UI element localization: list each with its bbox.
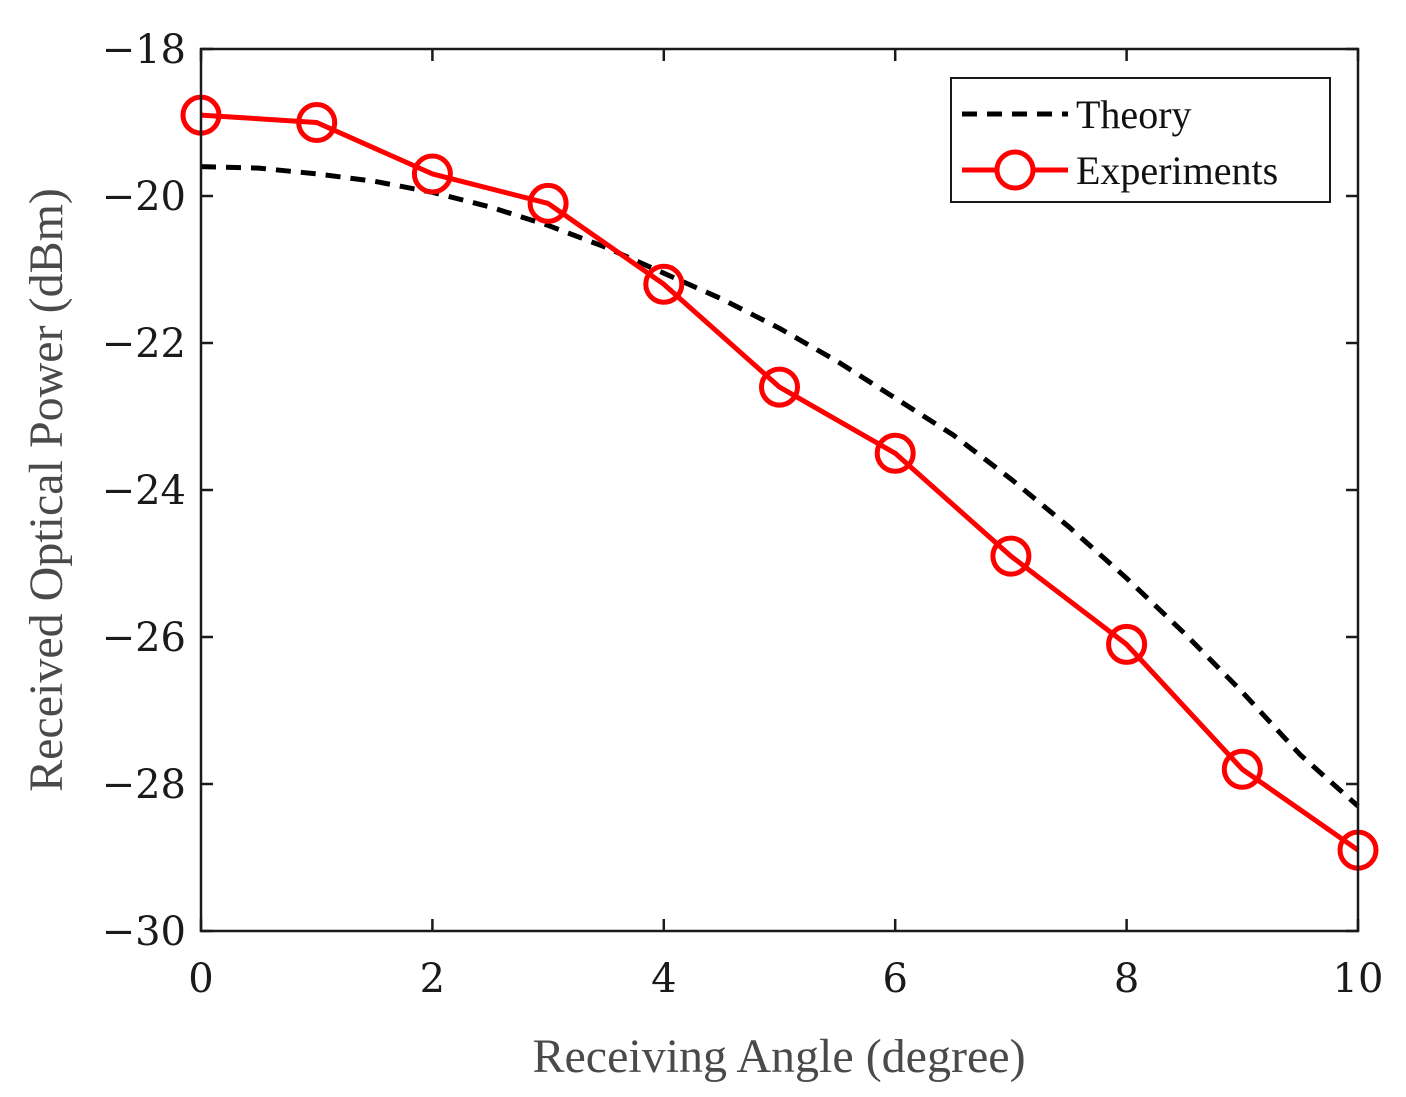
y-tick-label-6: −30 (102, 909, 186, 955)
series-line-theory (200, 164, 1360, 808)
y-tick-label-0: −18 (102, 27, 186, 73)
y-tick-label-5: −28 (102, 762, 186, 808)
legend: Theory Experiments (950, 77, 1331, 203)
y-tick-label-4: −26 (102, 615, 186, 661)
y-tick-label-3: −24 (102, 468, 186, 514)
legend-theory-label: Theory (1076, 92, 1192, 137)
ticks-layer: 0 2 4 6 8 10 −18 −20 −22 −24 −26 −28 −30 (102, 27, 1384, 1002)
x-axis-label: Receiving Angle (degree) (532, 1030, 1025, 1083)
legend-experiments-label: Experiments (1076, 148, 1278, 193)
x-tick-label-4: 8 (1114, 956, 1139, 1002)
y-tick-label-1: −20 (102, 174, 186, 220)
x-tick-label-0: 0 (188, 956, 213, 1002)
legend-experiments-marker (994, 149, 1036, 191)
data-point-experiments-2 (411, 153, 453, 195)
y-axis-label: Received Optical Power (dBm) (20, 188, 73, 792)
data-point-experiments-3 (527, 182, 569, 224)
data-point-experiments-4 (643, 263, 685, 305)
x-tick-label-3: 6 (882, 956, 907, 1002)
x-tick-label-2: 4 (651, 956, 676, 1002)
x-tick-label-5: 10 (1333, 956, 1384, 1002)
x-tick-label-1: 2 (420, 956, 445, 1002)
data-point-experiments-1 (296, 102, 338, 143)
y-tick-label-2: −22 (102, 321, 186, 367)
plot-layer (180, 94, 1379, 871)
data-point-experiments-6 (874, 432, 916, 474)
data-point-experiments-8 (1106, 623, 1148, 665)
data-point-experiments-5 (759, 366, 800, 408)
data-point-experiments-7 (990, 535, 1032, 577)
data-point-experiments-9 (1221, 748, 1263, 790)
series-line-experiments (200, 112, 1360, 853)
